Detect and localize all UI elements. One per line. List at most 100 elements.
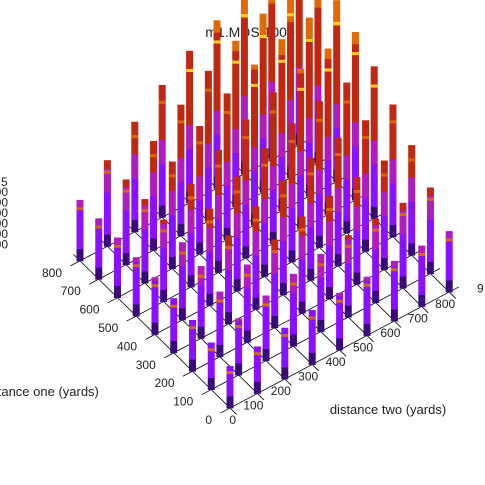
bar-segment <box>278 90 286 97</box>
bar-segment <box>122 179 130 182</box>
bar-segment <box>251 69 258 76</box>
bar-segment <box>269 165 277 172</box>
bar-segment <box>333 103 341 110</box>
bar-segment <box>324 112 332 119</box>
bar-segment <box>315 163 323 170</box>
bar-segment <box>261 186 269 193</box>
bar-segment <box>334 247 342 255</box>
bar-segment <box>333 43 341 50</box>
bar-segment <box>336 344 344 351</box>
bar-segment <box>158 91 166 98</box>
bar-accent <box>278 59 286 63</box>
bar-segment <box>408 207 416 214</box>
bar-segment <box>295 36 303 44</box>
bar-segment <box>259 42 267 49</box>
bar <box>363 276 371 336</box>
bar-segment <box>278 60 286 67</box>
bar-segment <box>390 303 398 310</box>
bar-segment <box>252 291 260 298</box>
bar-segment <box>370 200 378 207</box>
bar-segment <box>259 120 267 127</box>
bar-segment <box>232 44 240 52</box>
bar-segment <box>261 240 269 247</box>
bar-segment <box>370 164 378 171</box>
bar-segment <box>380 197 388 205</box>
bar-segment <box>288 159 296 167</box>
bar-segment <box>389 110 397 118</box>
bar-segment <box>214 248 222 255</box>
bar-segment <box>278 138 286 145</box>
bar-segment <box>223 149 231 156</box>
bar-segment <box>426 201 434 208</box>
bar-segment <box>141 259 149 266</box>
bar-segment <box>317 289 325 296</box>
bar-segment <box>213 68 221 75</box>
bar-segment <box>314 97 322 104</box>
bar-segment <box>269 219 277 226</box>
bar-segment <box>170 322 178 330</box>
bar-segment <box>279 264 287 272</box>
bar-segment <box>243 264 251 271</box>
bar-segment <box>317 301 325 308</box>
bar <box>76 199 84 262</box>
bar-segment <box>399 240 407 247</box>
bar-segment <box>445 232 453 239</box>
bar-segment <box>240 77 248 85</box>
bar-segment <box>160 271 168 278</box>
bar-segment <box>132 257 140 263</box>
bar-segment <box>251 165 258 172</box>
bar-segment <box>213 62 221 69</box>
bar-segment <box>235 327 243 334</box>
bar-segment <box>216 350 224 358</box>
bar-segment <box>131 177 139 185</box>
bar-segment <box>158 193 166 200</box>
bar-segment <box>307 178 315 185</box>
bar-segment <box>271 303 279 311</box>
bar-segment <box>214 182 222 189</box>
bar-segment <box>213 32 221 39</box>
bar-segment <box>131 225 139 233</box>
bar-segment <box>150 220 158 227</box>
bar-segment <box>308 334 316 341</box>
bar-segment <box>389 182 397 190</box>
z-tick-label: 00 <box>0 196 8 210</box>
bar-segment <box>95 237 103 244</box>
bar-segment <box>418 264 426 271</box>
bar-segment <box>287 21 295 29</box>
bar-segment <box>362 221 370 228</box>
bar-segment <box>252 279 260 286</box>
bar-segment <box>408 147 416 154</box>
bar-segment <box>308 352 316 359</box>
bar-segment <box>240 17 248 25</box>
bar-segment <box>305 154 313 161</box>
bar-segment <box>326 214 333 222</box>
bar-segment <box>408 171 416 178</box>
bar-segment <box>150 142 158 149</box>
bar <box>261 148 269 277</box>
bar-segment <box>287 15 295 23</box>
bar-segment <box>297 73 305 80</box>
bar-segment <box>370 110 378 117</box>
bar-segment <box>243 306 251 313</box>
bar-segment <box>240 107 248 115</box>
bar-segment <box>408 153 416 160</box>
bar-segment <box>240 41 248 49</box>
bar-segment <box>426 249 434 256</box>
bar-segment <box>271 267 279 275</box>
bar-segment <box>305 100 313 107</box>
bar-segment <box>158 169 166 176</box>
bar-segment <box>232 122 240 130</box>
bar-segment <box>287 63 295 71</box>
bar-segment <box>253 369 261 376</box>
bar-segment <box>158 145 166 152</box>
bar-segment <box>186 100 194 108</box>
bar-accent <box>445 238 453 242</box>
bar-segment <box>362 173 370 180</box>
bar <box>326 195 333 300</box>
bar-segment <box>170 340 178 348</box>
bar-segment <box>233 260 241 268</box>
bar-segment <box>186 58 194 66</box>
bar-segment <box>103 192 111 199</box>
bar-segment <box>122 192 130 200</box>
bar-segment <box>262 330 270 337</box>
